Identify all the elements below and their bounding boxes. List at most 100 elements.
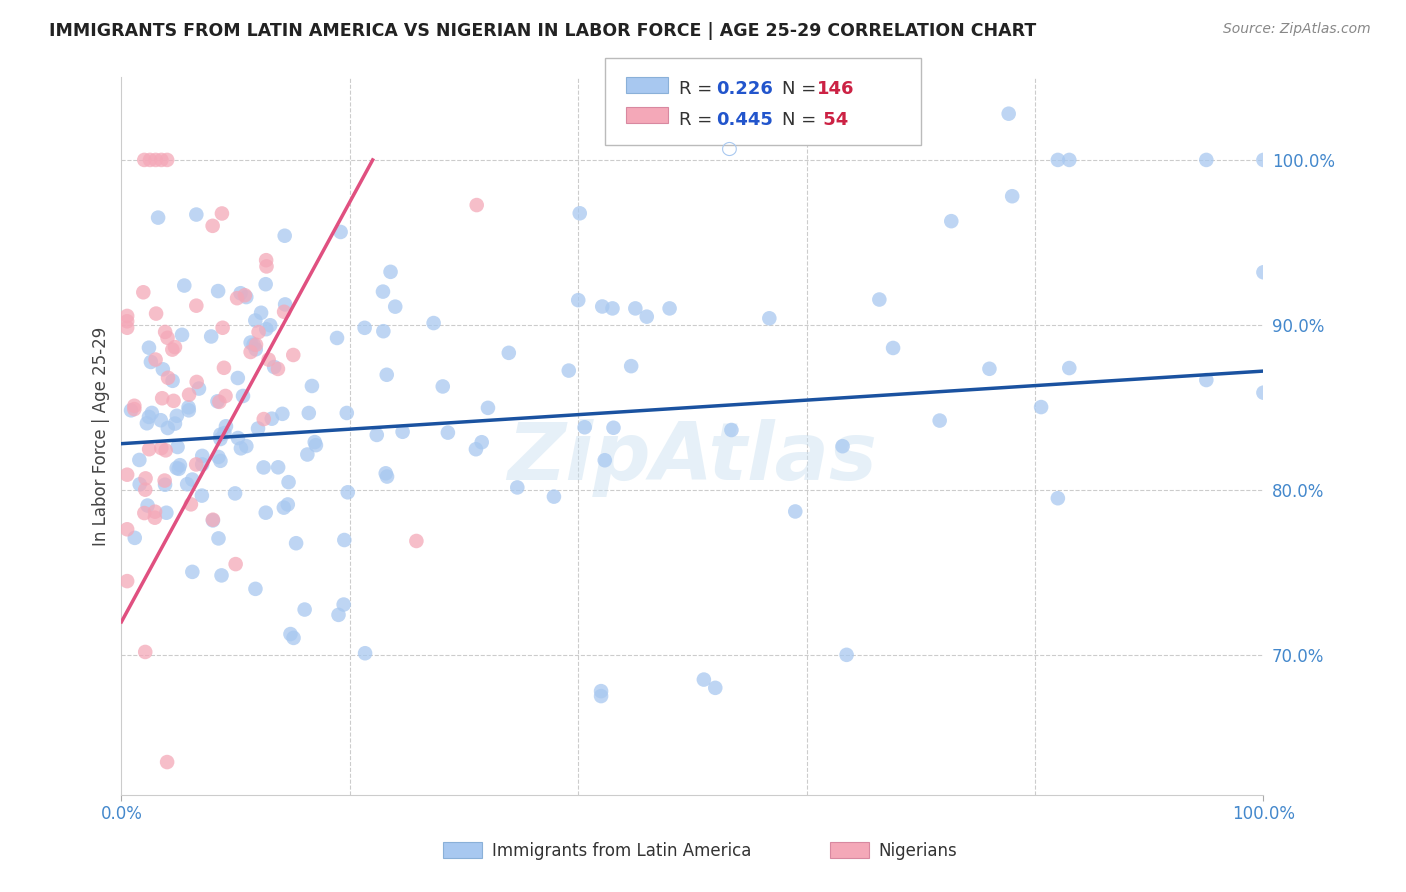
Point <box>226 291 249 305</box>
Point <box>166 409 188 423</box>
Point <box>134 645 156 659</box>
Point <box>1253 385 1275 400</box>
Point <box>1059 153 1081 167</box>
Point <box>209 454 232 468</box>
Point <box>384 300 406 314</box>
Point <box>558 363 581 377</box>
Point <box>186 299 208 313</box>
Point <box>155 506 177 520</box>
Point <box>758 311 780 326</box>
Point <box>124 402 146 417</box>
Point <box>636 310 658 324</box>
Point <box>191 458 214 472</box>
Point <box>141 406 163 420</box>
Point <box>591 684 613 698</box>
Point <box>156 421 179 435</box>
Point <box>153 325 176 339</box>
Point <box>301 379 323 393</box>
Point <box>115 467 138 482</box>
Point <box>207 450 229 464</box>
Point <box>115 522 138 536</box>
Point <box>465 198 488 212</box>
Point <box>997 106 1019 120</box>
Point <box>201 513 224 527</box>
Point <box>135 417 157 431</box>
Point <box>591 300 613 314</box>
Point <box>152 362 174 376</box>
Point <box>254 277 277 292</box>
Text: 0.226: 0.226 <box>716 80 772 98</box>
Point <box>405 533 427 548</box>
Point <box>620 359 643 373</box>
Point <box>882 341 904 355</box>
Point <box>166 440 188 454</box>
Point <box>135 471 157 485</box>
Point <box>273 500 295 515</box>
Point <box>245 313 267 327</box>
Point <box>115 320 138 334</box>
Point <box>225 557 247 571</box>
Point <box>186 208 208 222</box>
Point <box>254 506 277 520</box>
Text: 146: 146 <box>817 80 855 98</box>
Point <box>115 314 138 328</box>
Point <box>374 467 396 481</box>
Point <box>693 673 716 687</box>
Point <box>297 448 319 462</box>
Point <box>283 348 305 362</box>
Point <box>506 480 529 494</box>
Point <box>150 391 173 405</box>
Text: IMMIGRANTS FROM LATIN AMERICA VS NIGERIAN IN LABOR FORCE | AGE 25-29 CORRELATION: IMMIGRANTS FROM LATIN AMERICA VS NIGERIA… <box>49 22 1036 40</box>
Point <box>591 689 613 703</box>
Point <box>232 389 254 403</box>
Point <box>211 206 233 220</box>
Point <box>224 486 246 500</box>
Point <box>257 352 280 367</box>
Point <box>285 536 308 550</box>
Point <box>212 360 235 375</box>
Point <box>177 403 200 417</box>
Point <box>226 431 249 445</box>
Point <box>366 428 388 442</box>
Point <box>1046 491 1069 506</box>
Text: Source: ZipAtlas.com: Source: ZipAtlas.com <box>1223 22 1371 37</box>
Text: N =: N = <box>782 111 821 128</box>
Point <box>115 309 138 323</box>
Point <box>252 460 274 475</box>
Point <box>176 477 198 491</box>
Point <box>471 435 494 450</box>
Point <box>658 301 681 316</box>
Point <box>380 265 402 279</box>
Point <box>868 293 890 307</box>
Point <box>498 346 520 360</box>
Point <box>254 253 277 268</box>
Text: Nigerians: Nigerians <box>879 842 957 860</box>
Point <box>136 499 159 513</box>
Point <box>229 442 252 456</box>
Point <box>245 582 267 596</box>
Point <box>274 297 297 311</box>
Text: N =: N = <box>782 80 821 98</box>
Point <box>543 490 565 504</box>
Point <box>574 420 596 434</box>
Point <box>177 387 200 401</box>
Point <box>831 439 853 453</box>
Point <box>139 153 162 167</box>
Text: ○: ○ <box>721 139 738 158</box>
Point <box>602 301 624 316</box>
Point <box>254 322 277 336</box>
Point <box>115 574 138 588</box>
Point <box>260 411 283 425</box>
Point <box>207 532 229 546</box>
Point <box>162 343 184 357</box>
Point <box>156 755 179 769</box>
Point <box>464 442 486 457</box>
Point <box>186 375 208 389</box>
Point <box>145 153 167 167</box>
Point <box>326 331 349 345</box>
Text: R =: R = <box>679 111 718 128</box>
Point <box>181 565 204 579</box>
Text: R =: R = <box>679 80 718 98</box>
Point <box>1195 153 1218 167</box>
Text: Immigrants from Latin America: Immigrants from Latin America <box>492 842 751 860</box>
